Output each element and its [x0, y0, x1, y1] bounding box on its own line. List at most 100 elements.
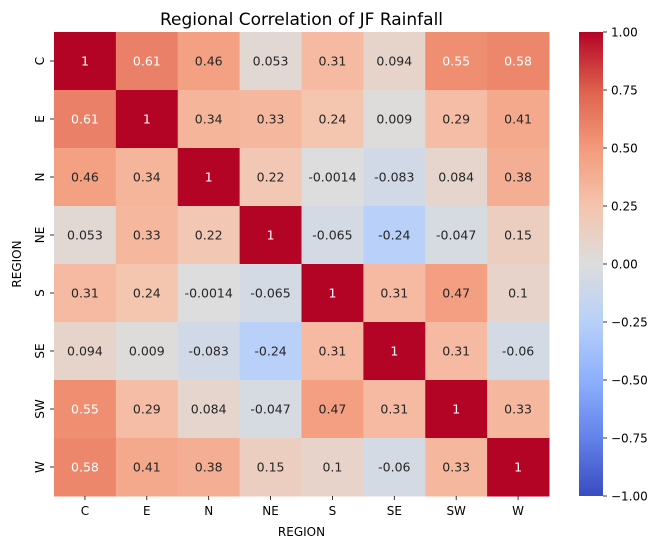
- colorbar-tick-label: 1.00: [611, 26, 638, 40]
- cell-value-label: -0.065: [250, 286, 290, 301]
- cell-value-label: 0.58: [71, 460, 99, 475]
- cell-value-label: 0.1: [508, 286, 528, 301]
- colorbar-tick-label: 0.25: [611, 200, 638, 214]
- heatmap-cell: [425, 380, 488, 439]
- cell-value-label: 0.34: [195, 112, 223, 127]
- heatmap-cell: [239, 380, 302, 439]
- cell-value-label: 0.47: [319, 402, 347, 417]
- heatmap-cell: [487, 380, 550, 439]
- heatmap-cell: [425, 322, 488, 381]
- heatmap-cell: [425, 32, 488, 91]
- heatmap-cell: [54, 32, 117, 91]
- cell-value-label: 0.31: [442, 344, 470, 359]
- heatmap-cell: [54, 322, 117, 381]
- heatmap-cell: [115, 90, 179, 149]
- heatmap-cell: [177, 148, 241, 207]
- cell-value-label: 1: [514, 460, 522, 475]
- heatmap-cell: [363, 438, 426, 497]
- heatmap-cell: [177, 322, 241, 381]
- heatmap-cell: [54, 206, 117, 265]
- cell-value-label: 0.1: [322, 460, 342, 475]
- heatmap-cell: [487, 322, 550, 381]
- colorbar-tick-label: −0.50: [611, 374, 648, 388]
- heatmap-cell: [425, 264, 488, 323]
- cell-value-label: 0.31: [380, 402, 408, 417]
- heatmap-cell: [425, 148, 488, 207]
- cell-value-label: -0.24: [378, 228, 410, 243]
- cell-value-label: 1: [267, 228, 275, 243]
- cell-value-label: 0.55: [442, 54, 470, 69]
- colorbar-tick-label: 0.75: [611, 84, 638, 98]
- y-tick-label: SW: [33, 399, 47, 419]
- x-tick-label: N: [204, 504, 213, 518]
- x-axis-label: REGION: [278, 525, 325, 539]
- heatmap-cell: [487, 90, 550, 149]
- cell-value-label: 0.34: [133, 170, 161, 185]
- y-tick-label: C: [33, 57, 47, 65]
- cell-value-label: 0.24: [319, 112, 347, 127]
- cell-value-label: 0.33: [442, 460, 470, 475]
- heatmap-cell: [54, 90, 117, 149]
- cell-value-label: -0.06: [502, 344, 534, 359]
- cell-value-label: 0.61: [71, 112, 99, 127]
- heatmap-cell: [54, 264, 117, 323]
- cell-value-label: 0.31: [319, 54, 347, 69]
- cell-value-label: -0.06: [378, 460, 410, 475]
- heatmap-cell: [177, 438, 241, 497]
- chart-title: Regional Correlation of JF Rainfall: [160, 10, 443, 30]
- cell-value-label: 0.61: [133, 54, 161, 69]
- cell-value-label: 0.31: [319, 344, 347, 359]
- cell-value-label: 0.41: [133, 460, 161, 475]
- heatmap-cell: [487, 148, 550, 207]
- x-tick-label: E: [143, 504, 151, 518]
- cell-value-label: -0.065: [312, 228, 352, 243]
- cell-value-label: 0.22: [257, 170, 285, 185]
- cell-value-label: -0.24: [254, 344, 286, 359]
- y-axis: C E N NE S SE SW W: [33, 57, 54, 473]
- cell-value-label: 0.41: [504, 112, 532, 127]
- cell-value-label: 0.009: [129, 344, 165, 359]
- colorbar-tick-label: −0.75: [611, 432, 648, 446]
- heatmap-cell: [239, 322, 302, 381]
- cell-value-label: 0.29: [442, 112, 470, 127]
- cell-value-label: 0.55: [71, 402, 99, 417]
- heatmap-cell: [177, 206, 241, 265]
- cell-value-label: -0.047: [250, 402, 290, 417]
- cell-value-label: 0.15: [504, 228, 532, 243]
- x-tick-label: W: [512, 504, 524, 518]
- colorbar-tick-label: 0.50: [611, 142, 638, 156]
- cell-value-label: 0.094: [376, 54, 412, 69]
- x-tick-label: SE: [387, 504, 402, 518]
- cell-value-label: 0.22: [195, 228, 223, 243]
- heatmap-cell: [363, 32, 426, 91]
- cell-value-label: 0.33: [504, 402, 532, 417]
- colorbar-gradient: [579, 32, 603, 496]
- heatmap-cell: [239, 438, 302, 497]
- y-tick-label: N: [33, 173, 47, 182]
- colorbar-tick-label: 0.00: [611, 258, 638, 272]
- y-tick-label: S: [33, 289, 47, 297]
- heatmap-cell: [177, 32, 241, 91]
- heatmap-cell: [301, 148, 364, 207]
- cell-value-label: 1: [328, 286, 336, 301]
- cell-value-label: 0.094: [67, 344, 103, 359]
- heatmap-cell: [54, 380, 117, 439]
- heatmap-cell: [487, 206, 550, 265]
- cell-value-label: -0.047: [436, 228, 476, 243]
- heatmap-cell: [425, 206, 488, 265]
- heatmap-cell: [363, 206, 426, 265]
- cell-value-label: 0.084: [191, 402, 227, 417]
- heatmap-cell: [54, 148, 117, 207]
- cell-value-label: 0.58: [504, 54, 532, 69]
- heatmap-cell: [301, 438, 364, 497]
- colorbar-tick-label: −0.25: [611, 316, 648, 330]
- cell-value-label: 0.33: [133, 228, 161, 243]
- heatmap-cell: [363, 90, 426, 149]
- y-tick-label: SE: [33, 343, 47, 358]
- heatmap-cell: [301, 206, 364, 265]
- cell-value-label: 0.38: [504, 170, 532, 185]
- cell-value-label: -0.083: [374, 170, 414, 185]
- heatmap-cell: [177, 380, 241, 439]
- heatmap-cell: [115, 438, 179, 497]
